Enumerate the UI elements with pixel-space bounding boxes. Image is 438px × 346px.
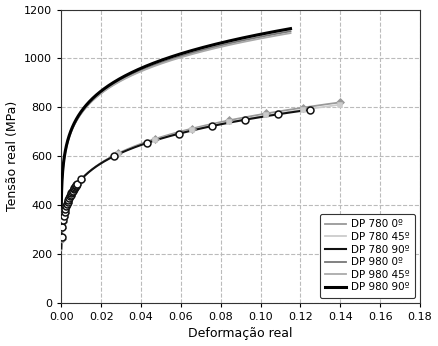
DP 980 90º (65, 138, 71, 143)
Line: DP 780 45º: DP 780 45º (61, 105, 340, 249)
DP 780 90º (83, 173, 88, 177)
DP 780 0º (117, 151, 122, 155)
DP 780 45º (65, 200, 70, 204)
DP 980 0º (65, 140, 70, 145)
DP 780 0º (73, 185, 78, 189)
DP 780 90º (73, 184, 78, 189)
DP 980 0º (113, 81, 118, 85)
DP 780 0º (65, 201, 70, 205)
DP 780 45º (73, 184, 78, 189)
DP 980 45º (73, 120, 78, 124)
DP 980 0º (73, 120, 78, 125)
DP 780 45º (117, 152, 122, 156)
DP 780 45º (83, 173, 88, 177)
Line: DP 980 90º: DP 980 90º (61, 29, 290, 206)
DP 980 90º (288, 27, 293, 31)
X-axis label: Deformação real: Deformação real (188, 327, 293, 340)
DP 780 0º (59, 248, 64, 253)
DP 980 45º (113, 82, 118, 86)
Line: DP 980 45º: DP 980 45º (61, 33, 290, 206)
Line: DP 780 90º: DP 780 90º (61, 110, 311, 248)
Line: DP 980 0º: DP 980 0º (61, 31, 290, 207)
DP 980 45º (65, 140, 70, 144)
DP 980 90º (83, 104, 88, 108)
DP 980 90º (73, 119, 78, 123)
DP 780 45º (237, 118, 242, 122)
DP 780 90º (65, 200, 71, 204)
Y-axis label: Tensão real (MPa): Tensão real (MPa) (6, 101, 18, 211)
DP 780 45º (338, 103, 343, 107)
DP 980 0º (288, 29, 293, 33)
DP 980 90º (59, 204, 64, 208)
DP 980 45º (59, 204, 64, 208)
DP 980 45º (65, 139, 71, 144)
DP 780 90º (308, 108, 313, 112)
DP 980 0º (208, 46, 213, 50)
DP 780 45º (59, 247, 64, 251)
DP 780 0º (83, 173, 88, 177)
DP 980 90º (113, 79, 118, 83)
DP 780 45º (65, 200, 71, 204)
DP 780 90º (114, 153, 120, 157)
Line: DP 780 0º: DP 780 0º (61, 102, 340, 251)
DP 780 90º (65, 200, 70, 204)
DP 980 0º (83, 106, 88, 110)
DP 780 0º (338, 100, 343, 104)
DP 780 90º (219, 122, 225, 126)
DP 780 90º (59, 246, 64, 251)
DP 980 90º (208, 43, 213, 47)
DP 780 0º (237, 116, 242, 120)
DP 980 45º (83, 106, 88, 110)
DP 780 0º (65, 200, 71, 204)
DP 980 90º (65, 139, 70, 143)
Legend: DP 780 0º, DP 780 45º, DP 780 90º, DP 980 0º, DP 980 45º, DP 980 90º: DP 780 0º, DP 780 45º, DP 780 90º, DP 98… (320, 214, 415, 298)
DP 980 0º (59, 205, 64, 209)
DP 980 45º (288, 31, 293, 35)
DP 980 0º (65, 140, 71, 144)
DP 980 45º (208, 47, 213, 52)
